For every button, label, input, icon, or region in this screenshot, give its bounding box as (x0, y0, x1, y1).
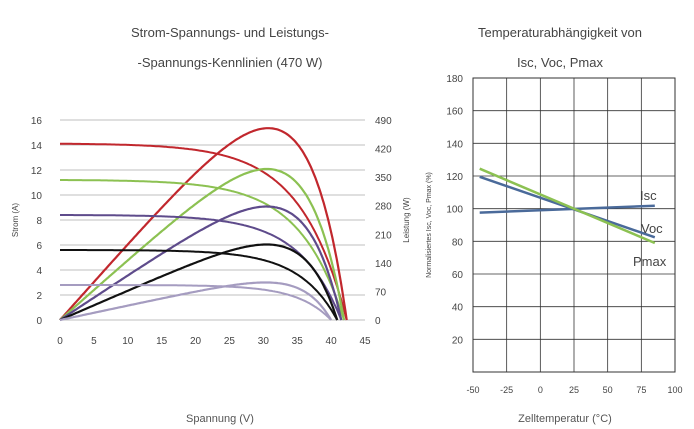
left-y-tick-3: 6 (36, 241, 42, 252)
temp-series-label-2: Pmax (633, 254, 667, 269)
right-y-axis-title: Normalisiertes Isc, Voc, Pmax (%) (426, 172, 433, 278)
left-x-tick-5: 25 (224, 336, 236, 347)
temp-series-label-0: Isc (640, 188, 657, 203)
right-y-tick-label-7: 160 (446, 107, 463, 118)
pv-curve-4 (59, 281, 333, 322)
left-x-tick-9: 45 (359, 336, 371, 347)
left-y-tick-8: 16 (31, 116, 43, 127)
left-chart-title: Strom-Spannungs- und Leistungs- -Spannun… (80, 10, 380, 70)
right-y-tick-label-0: 20 (452, 335, 464, 346)
left-chart-title-line2: -Spannungs-Kennlinien (470 W) (137, 55, 323, 70)
right-chart-xlabel: Zelltemperatur (°C) (518, 413, 612, 425)
left-y-tick-0: 0 (36, 316, 42, 327)
temp-series-label-1: Voc (641, 221, 663, 236)
right-y-tick-5: 350 (375, 173, 392, 184)
right-y-axis-title: Leistung (W) (402, 197, 411, 243)
temp-series-line-0 (479, 204, 655, 214)
right-y-tick-label-2: 60 (452, 270, 464, 281)
pv-curve-2 (59, 205, 343, 321)
pv-curve-3 (59, 243, 339, 322)
left-x-tick-0: 0 (57, 336, 63, 347)
left-y-tick-2: 4 (36, 266, 42, 277)
left-x-tick-3: 15 (156, 336, 168, 347)
left-y-tick-4: 8 (36, 216, 42, 227)
right-x-tick-label-3: 25 (569, 385, 579, 395)
right-y-tick-label-1: 40 (452, 303, 464, 314)
right-x-tick-label-2: 0 (538, 385, 543, 395)
left-x-tick-4: 20 (190, 336, 202, 347)
pv-curve-1 (59, 167, 346, 321)
pv-curve-0 (59, 127, 348, 321)
iv-curve-1 (60, 179, 345, 321)
left-x-tick-8: 40 (326, 336, 338, 347)
left-chart: 0 5 10 15 20 25 30 35 40 45 0 2 4 6 8 10 12 14 16 0 70 140 210… (11, 116, 411, 347)
left-x-tick-2: 10 (122, 336, 134, 347)
right-x-tick-label-5: 75 (636, 385, 646, 395)
right-y-tick-7: 490 (375, 116, 392, 127)
left-x-tick-6: 30 (258, 336, 270, 347)
right-y-tick-2: 140 (375, 259, 392, 270)
right-chart-title-line1: Temperaturabhängigkeit von (477, 25, 643, 40)
right-y-tick-label-8: 180 (446, 74, 463, 85)
right-x-tick-label-1: -25 (500, 385, 513, 395)
temp-series-line-2 (479, 167, 656, 245)
iv-curve-3 (60, 249, 339, 321)
right-x-tick-label-0: -50 (466, 385, 479, 395)
right-y-tick-label-6: 140 (446, 139, 463, 150)
right-y-tick-1: 70 (375, 287, 387, 298)
right-chart-title: Temperaturabhängigkeit von Isc, Voc, Pma… (440, 10, 680, 70)
left-y-tick-7: 14 (31, 141, 43, 152)
left-x-tick-7: 35 (292, 336, 304, 347)
right-y-tick-3: 210 (375, 230, 392, 241)
right-y-tick-label-3: 80 (452, 237, 464, 248)
left-chart-xlabel: Spannung (V) (186, 413, 254, 425)
iv-curve-0 (60, 142, 348, 321)
right-x-tick-label-6: 100 (667, 385, 682, 395)
right-chart: 20 40 60 80 100 120 140 160 180 -50 -25 0 25 50 75 100 N… (426, 74, 683, 395)
right-y-tick-label-5: 120 (446, 172, 463, 183)
left-y-tick-6: 12 (31, 166, 43, 177)
right-y-tick-6: 420 (375, 145, 392, 156)
right-y-tick-0: 0 (375, 316, 381, 327)
left-y-tick-1: 2 (36, 291, 42, 302)
iv-curve-2 (60, 214, 343, 321)
right-chart-title-line2: Isc, Voc, Pmax (517, 55, 603, 70)
left-y-tick-5: 10 (31, 191, 43, 202)
right-y-tick-label-4: 100 (446, 205, 463, 216)
right-y-tick-4: 280 (375, 202, 392, 213)
left-x-tick-1: 5 (91, 336, 97, 347)
left-y-axis-title: Strom (A) (11, 203, 20, 238)
iv-curve-4 (60, 284, 332, 321)
left-chart-title-line1: Strom-Spannungs- und Leistungs- (130, 25, 329, 40)
right-x-tick-label-4: 50 (603, 385, 613, 395)
